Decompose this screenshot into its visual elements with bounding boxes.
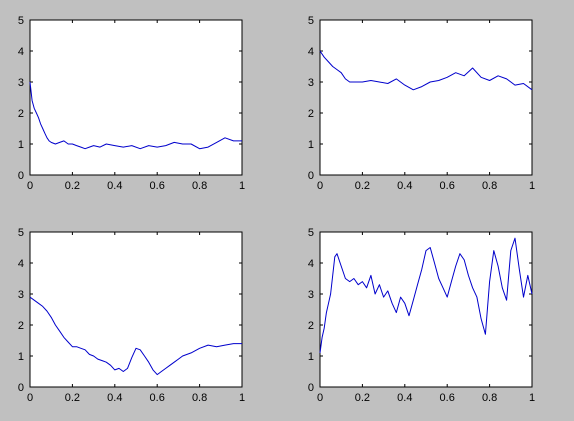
- y-tick-label: 0: [18, 170, 24, 182]
- x-tick-label: 0: [27, 180, 33, 192]
- axes-2: [29, 231, 243, 388]
- x-tick-label: 0.2: [65, 180, 80, 192]
- x-tick-label: 0.8: [192, 392, 207, 404]
- series-line: [319, 237, 533, 353]
- y-tick-label: 1: [18, 139, 24, 151]
- subplot-bottom-left: 0 0.2 0.4 0.6 0.8 1 0 1 2 3 4 5: [18, 227, 245, 404]
- subplot-top-left: 0 0.2 0.4 0.6 0.8 1 0 1 2 3 4 5: [18, 15, 245, 192]
- x-tick-label: 0: [27, 392, 33, 404]
- x-tick-label: 0.6: [440, 180, 455, 192]
- x-tick-label: 0.8: [482, 180, 497, 192]
- y-tick-label: 3: [308, 289, 314, 301]
- y-tick-label: 3: [18, 289, 24, 301]
- x-tick-label: 0.4: [397, 180, 412, 192]
- y-tick-label: 1: [308, 139, 314, 151]
- x-tick-label: 0.2: [355, 180, 370, 192]
- y-tick-label: 5: [308, 15, 314, 27]
- subplot-bottom-right: 0 0.2 0.4 0.6 0.8 1 0 1 2 3 4 5: [308, 227, 535, 404]
- x-tick-label: 0.6: [440, 392, 455, 404]
- y-tick-label: 0: [308, 382, 314, 394]
- y-tick-label: 5: [18, 227, 24, 239]
- y-tick-label: 2: [308, 108, 314, 120]
- x-tick-label: 0.4: [107, 392, 122, 404]
- y-tick-label: 0: [18, 382, 24, 394]
- y-tick-label: 1: [308, 351, 314, 363]
- y-tick-label: 2: [18, 108, 24, 120]
- y-tick-label: 4: [18, 258, 24, 270]
- axes-3: [319, 231, 533, 388]
- axes-0: [29, 19, 243, 176]
- x-tick-label: 0: [317, 180, 323, 192]
- x-tick-label: 0.4: [107, 180, 122, 192]
- y-tick-label: 4: [308, 46, 314, 58]
- y-tick-label: 4: [18, 46, 24, 58]
- x-tick-label: 1: [239, 392, 245, 404]
- x-tick-label: 0.6: [150, 392, 165, 404]
- y-tick-label: 4: [308, 258, 314, 270]
- x-tick-label: 0.4: [397, 392, 412, 404]
- series-line: [29, 296, 242, 376]
- series-line: [29, 81, 242, 150]
- axes-1: [319, 19, 533, 176]
- x-tick-label: 0.6: [150, 180, 165, 192]
- series-line: [319, 50, 533, 91]
- y-tick-label: 5: [18, 15, 24, 27]
- x-tick-label: 0.2: [355, 392, 370, 404]
- x-tick-label: 1: [239, 180, 245, 192]
- y-tick-label: 0: [308, 170, 314, 182]
- y-tick-label: 5: [308, 227, 314, 239]
- y-tick-label: 2: [18, 320, 24, 332]
- subplot-top-right: 0 0.2 0.4 0.6 0.8 1 0 1 2 3 4 5: [308, 15, 535, 192]
- x-tick-label: 0: [317, 392, 323, 404]
- x-tick-label: 1: [529, 180, 535, 192]
- y-tick-label: 2: [308, 320, 314, 332]
- y-tick-label: 3: [308, 77, 314, 89]
- y-tick-label: 3: [18, 77, 24, 89]
- y-tick-label: 1: [18, 351, 24, 363]
- x-tick-label: 0.8: [192, 180, 207, 192]
- x-tick-label: 1: [529, 392, 535, 404]
- x-tick-label: 0.2: [65, 392, 80, 404]
- x-tick-label: 0.8: [482, 392, 497, 404]
